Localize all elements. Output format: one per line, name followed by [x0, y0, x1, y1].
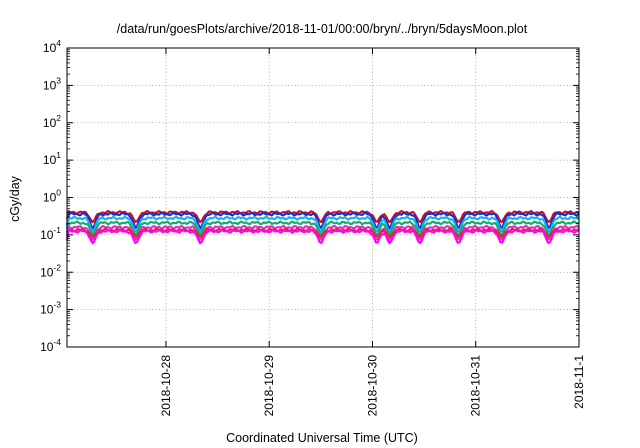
- series-line: [65, 228, 580, 245]
- series-line: [65, 220, 580, 236]
- y-tick-label: 10-3: [40, 300, 61, 317]
- x-tick-label: 2018-10-29: [262, 355, 276, 417]
- y-tick-label: 10-1: [40, 225, 61, 242]
- y-tick-label: 101: [43, 150, 61, 167]
- y-tick-label: 10-2: [40, 262, 61, 279]
- chart-title: /data/run/goesPlots/archive/2018-11-01/0…: [117, 22, 528, 36]
- y-tick-label: 102: [43, 113, 61, 130]
- x-tick-label: 2018-10-28: [159, 355, 173, 417]
- series-line: [65, 211, 580, 230]
- y-tick-label: 10-4: [40, 337, 61, 354]
- x-tick-label: 2018-11-1: [572, 355, 586, 409]
- y-tick-label: 104: [43, 38, 61, 55]
- y-tick-label: 100: [43, 188, 61, 205]
- x-tick-label: 2018-10-31: [469, 355, 483, 417]
- grid-lines: [67, 48, 580, 347]
- y-axis-label: cGy/day: [8, 175, 22, 222]
- x-axis: 2018-10-28 2018-10-29 2018-10-30 2018-10-31…: [159, 48, 586, 416]
- y-tick-label: 103: [43, 75, 61, 92]
- series-group: [65, 209, 580, 245]
- y-axis: 10-4 10-3 10-2 10-1 100 101 102 103 104: [40, 38, 579, 354]
- x-axis-label: Coordinated Universal Time (UTC): [226, 431, 418, 445]
- x-tick-label: 2018-10-30: [365, 355, 379, 417]
- series-line: [65, 215, 580, 233]
